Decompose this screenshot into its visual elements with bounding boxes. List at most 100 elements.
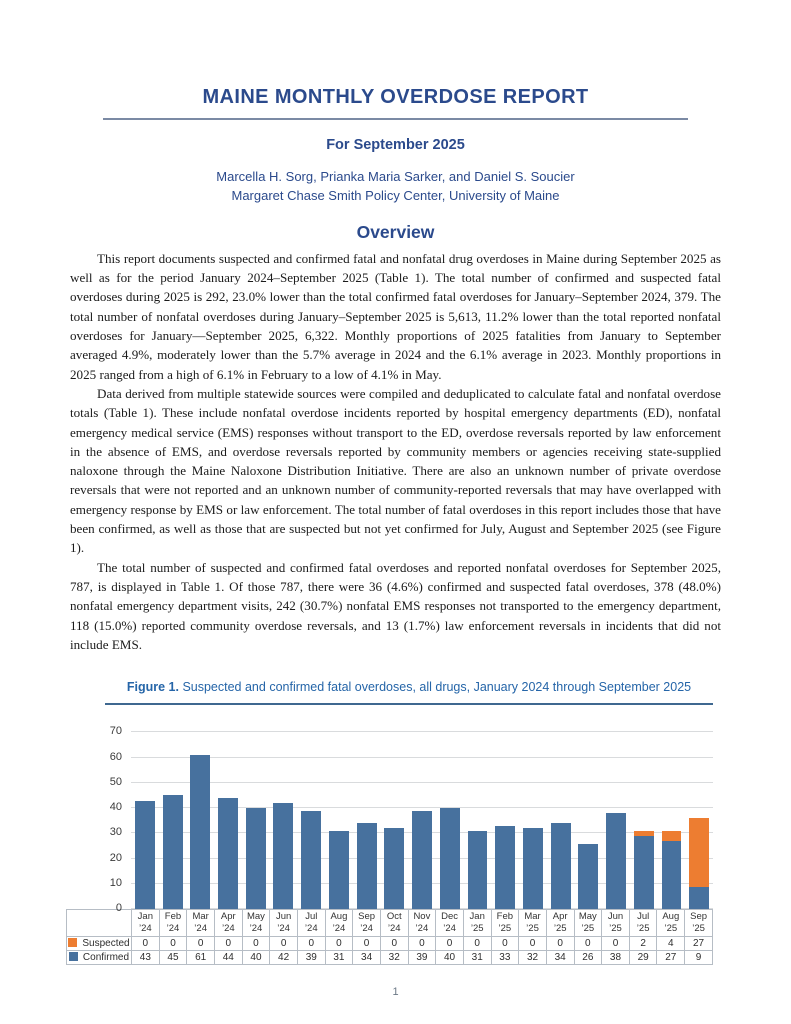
value-cell: 0 (241, 936, 271, 951)
confirmed-bar (273, 803, 294, 910)
value-cell: 0 (379, 936, 409, 951)
month-abbrev: Jan (137, 911, 153, 923)
overview-heading: Overview (356, 221, 435, 242)
bar-slot (353, 823, 381, 910)
month-label: Oct ’24 (379, 909, 409, 937)
month-label: Feb ’25 (490, 909, 520, 937)
confirmed-bar (356, 823, 377, 910)
month-abbrev: Jan (469, 911, 485, 923)
month-label: Mar ’25 (518, 909, 547, 937)
plot-area (131, 713, 713, 910)
authors-line: Marcella H. Sorg, Prianka Maria Sarker, … (216, 169, 575, 184)
month-row: Jan ’24 Feb ’24 Mar ’24 Apr ’24 May ’24 Jun ’24 Jul’… (66, 909, 713, 937)
bar-slot (270, 803, 298, 910)
bar-slot (575, 843, 603, 910)
confirmed-bar (439, 808, 460, 910)
value-cell: 0 (352, 936, 381, 951)
bar-slot (464, 830, 492, 910)
y-axis-label: 20 (109, 851, 122, 864)
y-axis: 0 10 20 30 40 50 60 70 (66, 713, 131, 914)
confirmed-bar (578, 843, 599, 910)
month-abbrev: Jul (637, 911, 650, 923)
month-year: ’24 (221, 923, 235, 935)
month-year: ’24 (304, 923, 318, 935)
month-label: Aug ’24 (324, 909, 354, 937)
bar-slot (519, 828, 547, 910)
figure-caption-divider (105, 703, 713, 706)
value-cell: 0 (518, 936, 547, 951)
y-axis-label: 50 (109, 775, 122, 788)
confirmed-bar (245, 808, 266, 910)
month-abbrev: Jun (607, 911, 624, 923)
value-cell: 44 (213, 950, 243, 965)
confirmed-bar (328, 830, 349, 910)
value-cell: 61 (186, 950, 215, 965)
value-cell: 0 (462, 936, 492, 951)
bar-slot (297, 810, 325, 910)
y-axis-label: 10 (109, 876, 122, 889)
month-year: ’25 (609, 923, 622, 935)
month-label: Sep ’24 (352, 909, 381, 937)
month-abbrev: Feb (164, 911, 182, 923)
suspected-bar (689, 818, 710, 887)
month-label: Jan ’24 (131, 909, 160, 937)
legend-label: Confirmed (82, 952, 130, 963)
value-cell: 34 (352, 950, 381, 965)
confirmed-bar (162, 795, 183, 910)
month-label: Jan ’25 (462, 909, 492, 937)
month-abbrev: Mar (192, 911, 209, 923)
month-year: ’25 (498, 923, 512, 935)
affiliation-line: Margaret Chase Smith Policy Center, Univ… (231, 187, 560, 203)
y-axis-label: 70 (109, 725, 122, 738)
month-label: May ’25 (573, 909, 603, 937)
month-year: ’24 (138, 923, 152, 935)
confirmed-swatch (68, 952, 78, 961)
confirmed-bar (522, 828, 543, 910)
confirmed-bar (495, 825, 516, 910)
month-year: ’25 (636, 923, 650, 935)
overview-paragraph-2: Data derived from multiple statewide sou… (70, 385, 721, 556)
confirmed-bar (467, 830, 488, 910)
bar-slot (408, 810, 436, 910)
month-label: Nov ’24 (407, 909, 437, 937)
bar-slot (547, 823, 575, 910)
bar-slot (131, 800, 159, 910)
suspected-bar (633, 830, 654, 836)
month-year: ’24 (249, 923, 263, 935)
value-cell: 0 (269, 936, 298, 951)
month-year: ’25 (692, 923, 705, 935)
month-abbrev: Dec (441, 911, 458, 923)
overview-paragraph-3: The total number of suspected and confir… (70, 559, 721, 652)
confirmed-bar (661, 840, 682, 910)
value-cell: 42 (269, 950, 298, 965)
value-cell: 0 (601, 936, 630, 951)
legend-confirmed: Confirmed (66, 950, 132, 965)
confirmed-bar (218, 798, 238, 910)
month-label: Jul ’25 (628, 909, 658, 937)
y-axis-label: 0 (115, 902, 122, 915)
y-axis-label: 60 (109, 750, 122, 763)
bar-slot (491, 825, 519, 910)
confirmed-bar (689, 886, 710, 910)
month-abbrev: May (246, 911, 265, 923)
bar-slot (214, 798, 242, 910)
month-year: ’25 (470, 923, 484, 935)
month-abbrev: Feb (496, 911, 514, 923)
bar-slot (658, 830, 686, 910)
report-title: MAINE MONTHLY OVERDOSE REPORT (202, 86, 589, 108)
bar-slot (325, 830, 353, 910)
month-label: May ’24 (241, 909, 271, 937)
value-cell: 32 (379, 950, 409, 965)
gridline (131, 781, 713, 783)
series-row-confirmed: Confirmed 43 45 61 44 40 42 39 31 34 32 39 40 31 33 32 3… (66, 950, 713, 965)
month-year: ’24 (166, 923, 180, 935)
month-year: ’24 (194, 923, 207, 935)
series-row-suspected: Suspected 0 0 0 0 0 0 0 0 0 0 0 0 0 0 0 0 0 0 2 4 27 (66, 936, 713, 951)
month-abbrev: Apr (552, 911, 568, 923)
month-year: ’24 (443, 923, 456, 935)
month-year: ’25 (581, 923, 595, 935)
month-label: Sep ’25 (684, 909, 713, 937)
confirmed-bar (412, 810, 433, 910)
bar-slot (630, 830, 658, 910)
